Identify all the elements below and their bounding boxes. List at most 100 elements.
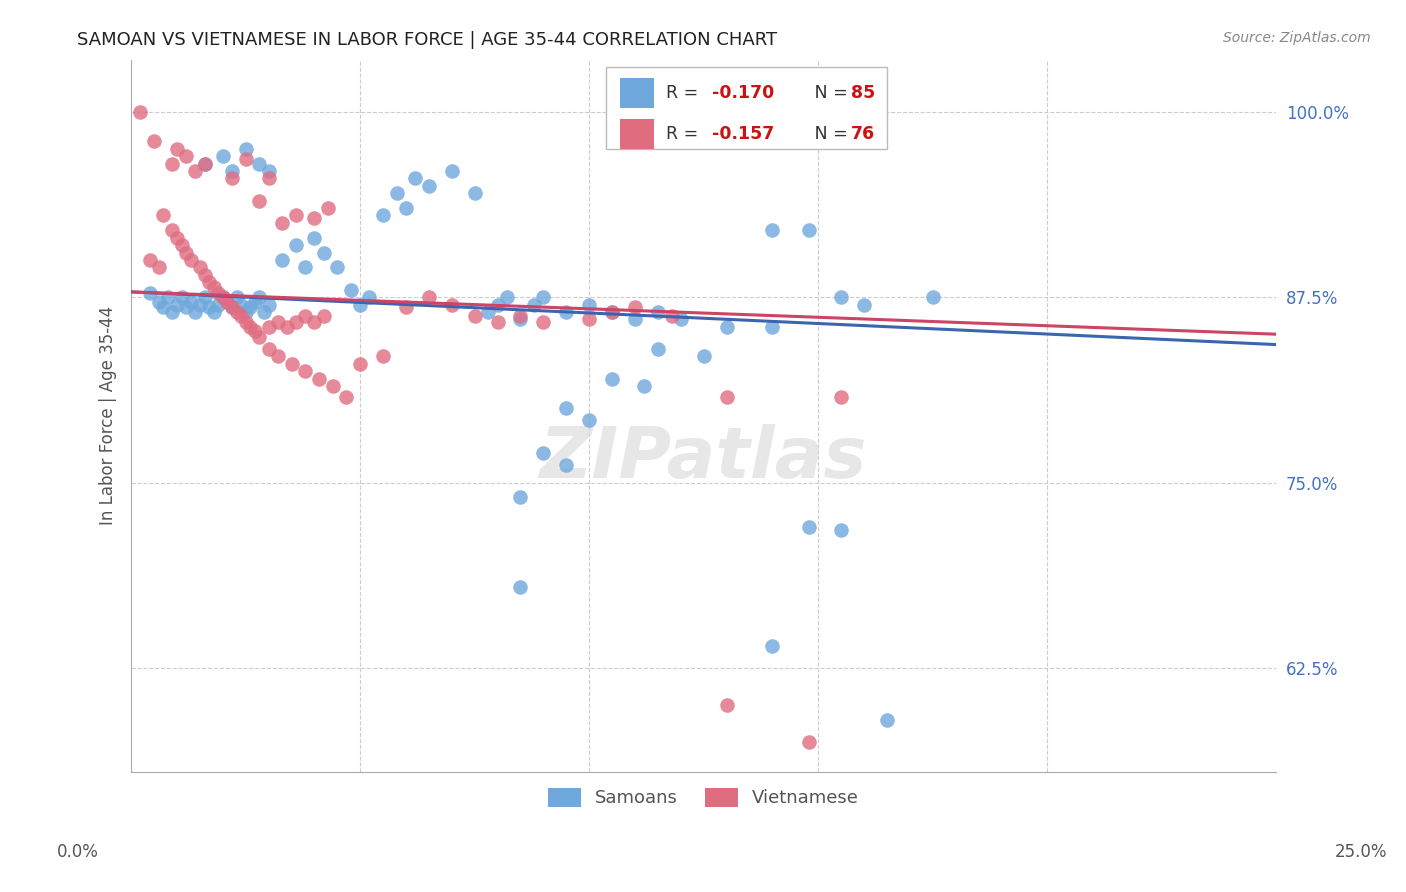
Point	[174, 301, 197, 315]
Text: N =: N =	[797, 85, 853, 103]
Point	[257, 297, 280, 311]
Point	[249, 330, 271, 344]
Point	[138, 252, 160, 267]
Point	[761, 223, 783, 237]
Point	[180, 252, 202, 267]
Point	[162, 223, 184, 237]
Point	[271, 252, 294, 267]
Point	[349, 297, 371, 311]
Point	[162, 305, 184, 319]
Point	[486, 315, 509, 329]
Point	[249, 290, 271, 304]
Point	[624, 301, 647, 315]
Point	[294, 310, 316, 324]
Point	[371, 209, 394, 223]
Point	[486, 297, 509, 311]
Point	[404, 171, 426, 186]
FancyBboxPatch shape	[606, 67, 887, 149]
Point	[308, 372, 330, 386]
Point	[495, 290, 517, 304]
Point	[761, 639, 783, 653]
Point	[174, 245, 197, 260]
Point	[148, 294, 170, 309]
Point	[316, 201, 339, 215]
Point	[231, 297, 253, 311]
Text: N =: N =	[797, 125, 853, 144]
Point	[322, 379, 344, 393]
Point	[797, 735, 820, 749]
Point	[166, 297, 188, 311]
Point	[267, 350, 290, 364]
Point	[395, 301, 418, 315]
Point	[211, 290, 233, 304]
Point	[207, 285, 229, 300]
Point	[876, 713, 898, 727]
Text: 85: 85	[852, 85, 876, 103]
Point	[170, 290, 193, 304]
Point	[207, 297, 229, 311]
Point	[143, 134, 166, 148]
Point	[285, 315, 308, 329]
Point	[243, 324, 266, 338]
Point	[371, 350, 394, 364]
Point	[633, 379, 655, 393]
Bar	[620, 120, 654, 149]
Point	[312, 310, 335, 324]
Point	[174, 149, 197, 163]
Point	[531, 290, 554, 304]
Point	[285, 238, 308, 252]
Point	[217, 294, 239, 309]
Point	[349, 357, 371, 371]
Point	[257, 164, 280, 178]
Point	[221, 301, 243, 315]
Point	[418, 290, 440, 304]
Point	[716, 698, 738, 713]
Point	[188, 260, 211, 275]
Point	[477, 305, 499, 319]
Point	[600, 305, 623, 319]
Point	[555, 401, 578, 416]
Point	[852, 297, 875, 311]
Point	[285, 209, 308, 223]
Point	[235, 305, 257, 319]
Point	[225, 290, 247, 304]
Text: -0.170: -0.170	[711, 85, 773, 103]
Point	[257, 319, 280, 334]
Point	[304, 231, 326, 245]
Point	[464, 310, 486, 324]
Point	[166, 142, 188, 156]
Point	[555, 305, 578, 319]
Point	[198, 275, 221, 289]
Point	[509, 312, 531, 326]
Point	[359, 290, 381, 304]
Point	[531, 446, 554, 460]
Point	[225, 305, 247, 319]
Point	[184, 305, 207, 319]
Point	[180, 294, 202, 309]
Point	[202, 305, 225, 319]
Point	[312, 245, 335, 260]
Point	[162, 156, 184, 170]
Point	[152, 301, 174, 315]
Point	[600, 305, 623, 319]
Point	[440, 297, 463, 311]
Point	[239, 319, 262, 334]
Y-axis label: In Labor Force | Age 35-44: In Labor Force | Age 35-44	[100, 306, 117, 525]
Point	[692, 350, 714, 364]
Point	[235, 142, 257, 156]
Point	[531, 315, 554, 329]
Text: SAMOAN VS VIETNAMESE IN LABOR FORCE | AGE 35-44 CORRELATION CHART: SAMOAN VS VIETNAMESE IN LABOR FORCE | AG…	[77, 31, 778, 49]
Point	[340, 283, 363, 297]
Point	[797, 223, 820, 237]
Point	[509, 491, 531, 505]
Point	[555, 458, 578, 472]
Point	[395, 201, 418, 215]
Text: R =: R =	[666, 125, 703, 144]
Point	[326, 260, 349, 275]
Point	[600, 372, 623, 386]
Legend: Samoans, Vietnamese: Samoans, Vietnamese	[540, 779, 868, 816]
Point	[184, 164, 207, 178]
Point	[271, 216, 294, 230]
Point	[217, 294, 239, 309]
Point	[129, 104, 152, 119]
